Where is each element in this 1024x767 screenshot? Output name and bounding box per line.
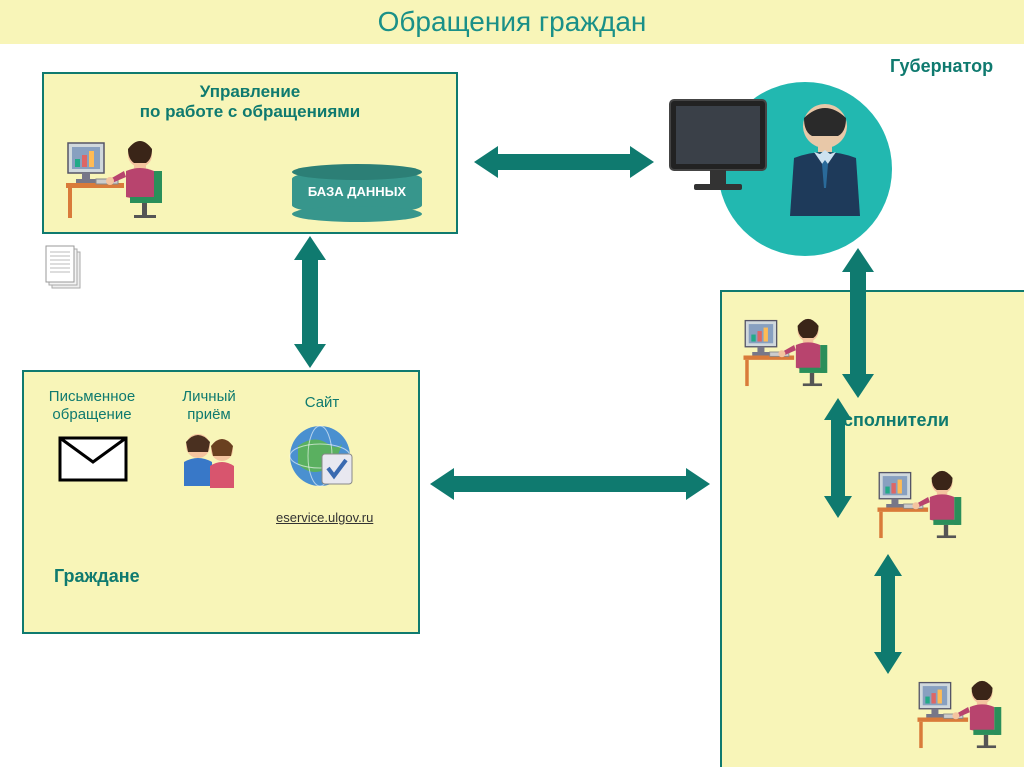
written-label-l2: обращение	[32, 406, 152, 423]
page-title: Обращения граждан	[0, 0, 1024, 44]
globe-site-icon	[284, 420, 360, 496]
people-icon	[174, 428, 246, 494]
arrow-citizens-executors	[430, 464, 710, 504]
arrow-governor-executors	[838, 248, 878, 398]
executor-worker-1-icon	[740, 308, 836, 396]
arrow-exec-2-3	[870, 554, 906, 674]
governor-label: Губернатор	[890, 56, 993, 77]
management-title-l1: Управление	[44, 82, 456, 102]
management-title-l2: по работе с обращениями	[44, 102, 456, 122]
arrow-mgmt-governor	[474, 142, 654, 182]
database-label: БАЗА ДАННЫХ	[292, 184, 422, 199]
document-stack-icon	[44, 244, 86, 294]
site-label: Сайт	[282, 394, 362, 411]
eservice-link[interactable]: eservice.ulgov.ru	[276, 510, 373, 525]
worker-icon	[62, 129, 172, 229]
database-icon: БАЗА ДАННЫХ	[292, 164, 422, 220]
arrow-exec-1-2	[820, 398, 856, 518]
executor-worker-3-icon	[914, 670, 1010, 758]
personal-label-l1: Личный	[164, 388, 254, 405]
management-box: Управление по работе с обращениями БАЗА …	[42, 72, 458, 234]
citizens-title: Граждане	[54, 566, 140, 587]
written-label-l1: Письменное	[32, 388, 152, 405]
businessman-icon	[770, 96, 880, 236]
executor-worker-2-icon	[874, 460, 970, 548]
arrow-db-citizens	[290, 236, 330, 368]
citizens-box: Письменное обращение Личный приём Сайт e…	[22, 370, 420, 634]
personal-label-l2: приём	[164, 406, 254, 423]
envelope-icon	[58, 436, 128, 482]
